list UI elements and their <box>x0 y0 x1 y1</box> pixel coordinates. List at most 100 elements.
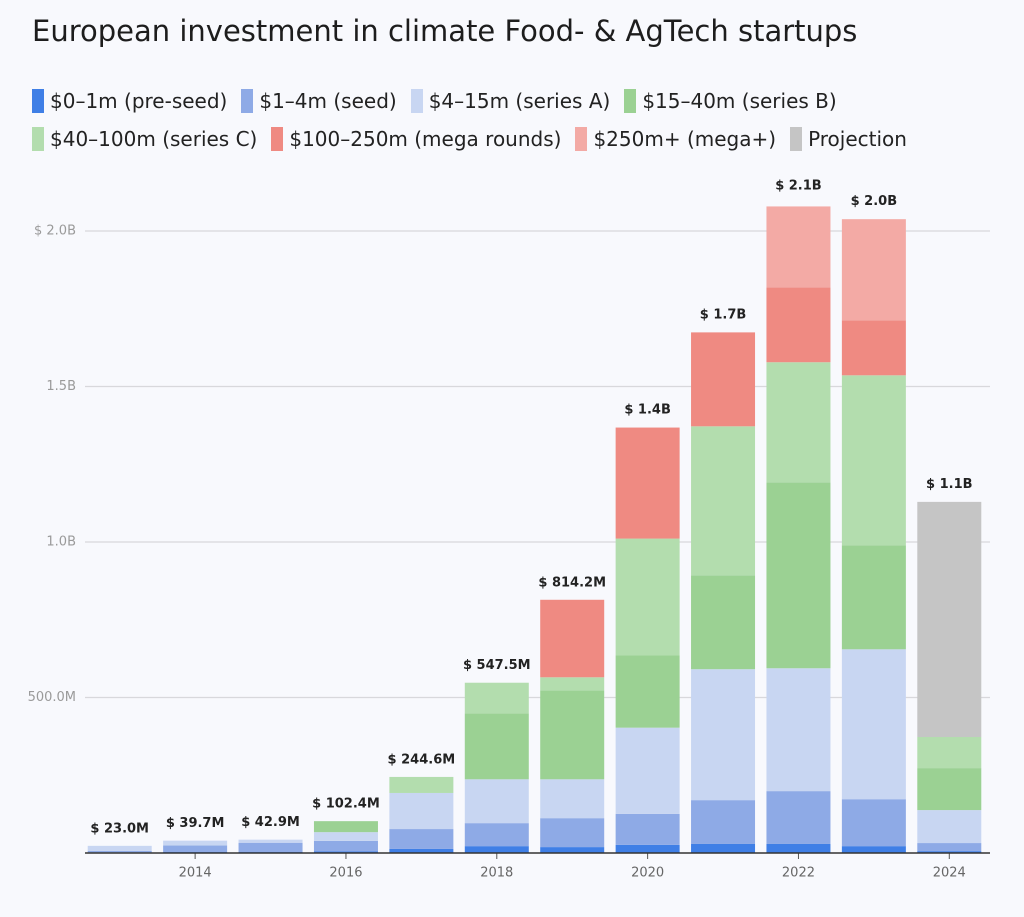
legend-swatch <box>410 89 423 113</box>
bar-segment <box>464 823 529 847</box>
legend-swatch <box>271 127 284 151</box>
bar-segment <box>540 690 605 780</box>
legend-label: Projection <box>808 127 907 151</box>
bar-segment <box>389 829 454 849</box>
bar-segment <box>389 848 454 853</box>
legend-item: $4–15m (series A) <box>410 86 611 116</box>
legend: $0–1m (pre-seed) $1–4m (seed) $4–15m (seri… <box>32 86 992 154</box>
bar-segment <box>540 779 605 819</box>
bar-segment <box>917 810 982 844</box>
bar-segment <box>615 427 680 539</box>
bar-segment <box>615 813 680 845</box>
bar-segment <box>163 845 228 853</box>
bar-segment <box>691 575 756 670</box>
x-tick-label: 2020 <box>631 866 664 881</box>
legend-swatch <box>624 89 637 113</box>
bar-segment <box>766 482 831 669</box>
x-tick-label: 2018 <box>480 866 513 881</box>
bar-segment <box>841 649 906 800</box>
y-tick-label: $ 2.0B <box>34 224 76 239</box>
total-label: $ 1.4B <box>624 402 671 417</box>
legend-item: $250m+ (mega+) <box>575 124 776 154</box>
bar-segment <box>917 501 982 737</box>
bar-segment <box>464 779 529 824</box>
chart-title: European investment in climate Food- & A… <box>32 14 858 48</box>
legend-item: $15–40m (series B) <box>624 86 837 116</box>
bar-segment <box>615 844 680 853</box>
total-label: $ 814.2M <box>538 575 606 590</box>
bar-segment <box>464 682 529 714</box>
bar-segment <box>464 846 529 853</box>
total-label: $ 2.0B <box>851 194 898 209</box>
bar-segment <box>766 791 831 844</box>
legend-swatch <box>790 127 803 151</box>
bar-segment <box>691 843 756 853</box>
bar-segment <box>917 736 982 769</box>
bar-segment <box>389 792 454 830</box>
y-tick-label: 500.0M <box>28 690 76 705</box>
total-label: $ 39.7M <box>166 816 225 831</box>
bar-segment <box>841 545 906 650</box>
y-tick-label: 1.5B <box>46 379 76 394</box>
bar-segment <box>917 843 982 852</box>
total-label: $ 244.6M <box>388 752 456 767</box>
bar-segment <box>163 840 228 846</box>
bar-segment <box>691 426 756 576</box>
legend-swatch <box>575 127 588 151</box>
total-label: $ 1.7B <box>700 308 747 323</box>
bar-segment <box>766 206 831 288</box>
bar-segment <box>313 840 378 852</box>
x-tick-label: 2014 <box>179 866 212 881</box>
bar-segment <box>841 219 906 321</box>
bar-segment <box>238 842 303 853</box>
legend-item: Projection <box>790 124 907 154</box>
legend-item: $40–100m (series C) <box>32 124 257 154</box>
bar-segment <box>238 839 303 843</box>
bar-segment <box>615 655 680 728</box>
bar-segment <box>841 799 906 847</box>
bar-segment <box>313 851 378 853</box>
legend-item: $1–4m (seed) <box>241 86 397 116</box>
bar-segment <box>691 332 756 427</box>
bar-segment <box>87 850 152 853</box>
total-label: $ 1.1B <box>926 477 973 492</box>
bar-segment <box>766 362 831 483</box>
bar-segment <box>615 538 680 656</box>
legend-swatch <box>32 89 44 113</box>
bar-segment <box>540 599 605 678</box>
bar-segment <box>841 375 906 546</box>
legend-label: $1–4m (seed) <box>259 89 397 113</box>
bar-segment <box>917 768 982 811</box>
bar-segment <box>313 832 378 841</box>
total-label: $ 2.1B <box>775 179 822 194</box>
legend-label: $100–250m (mega rounds) <box>289 127 562 151</box>
bar-segment <box>841 320 906 376</box>
x-tick-label: 2016 <box>329 866 362 881</box>
bar-segment <box>87 845 152 851</box>
bar-segment <box>766 287 831 363</box>
legend-swatch <box>32 127 44 151</box>
legend-item: $0–1m (pre-seed) <box>32 86 227 116</box>
bar-segment <box>691 669 756 801</box>
legend-label: $0–1m (pre-seed) <box>50 89 228 113</box>
bar-segment <box>615 727 680 814</box>
legend-label: $250m+ (mega+) <box>593 127 777 151</box>
bar-segment <box>464 713 529 780</box>
total-label: $ 42.9M <box>241 815 300 830</box>
total-label: $ 23.0M <box>90 821 149 836</box>
bar-segment <box>766 843 831 853</box>
legend-swatch <box>241 89 254 113</box>
x-tick-label: 2022 <box>782 866 815 881</box>
legend-label: $15–40m (series B) <box>642 89 837 113</box>
bar-segment <box>389 776 454 793</box>
bar-segment <box>540 847 605 853</box>
bar-segment <box>917 851 982 853</box>
legend-label: $4–15m (series A) <box>428 89 611 113</box>
bar-segment <box>313 821 378 833</box>
total-label: $ 547.5M <box>463 658 531 673</box>
y-tick-label: 1.0B <box>46 535 76 550</box>
bar-segment <box>540 818 605 848</box>
total-label: $ 102.4M <box>312 797 380 812</box>
